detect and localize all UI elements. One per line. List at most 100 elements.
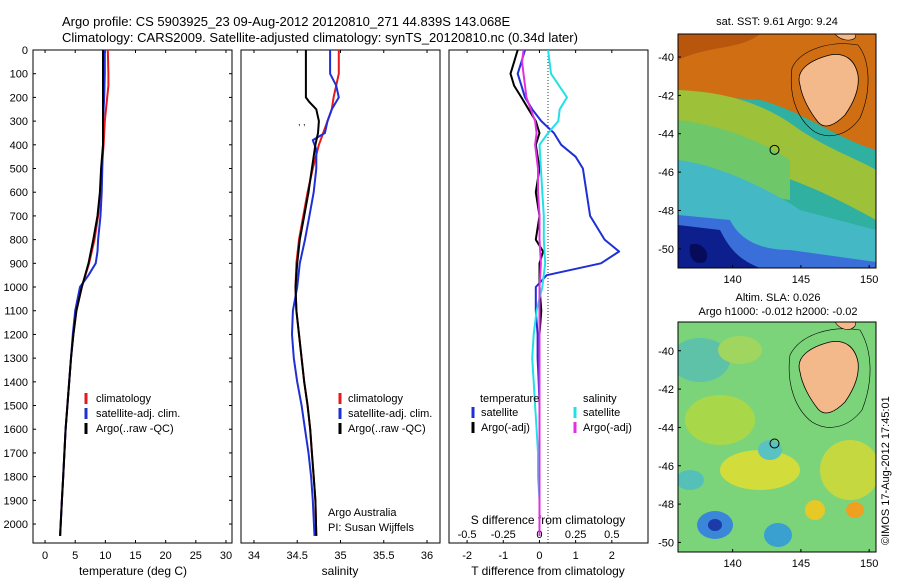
depth-tick-label: 100 <box>10 69 28 81</box>
salinity-profile-panel: salinity 34 34.5 35 35.5 36 , , climatology … <box>240 49 441 578</box>
x-tick-label: -1 <box>498 550 508 562</box>
top-x-tick-label: -0.25 <box>491 529 516 541</box>
sst-map-title: sat. SST: 9.61 Argo: 9.24 <box>716 16 838 28</box>
lat-tick-label: -40 <box>658 346 674 358</box>
depth-tick-label: 900 <box>10 258 28 270</box>
top-x-tick-label: 0.25 <box>565 529 586 541</box>
depth-tick-label: 1800 <box>4 472 28 484</box>
lat-tick-label: -48 <box>658 499 674 511</box>
series-line-salinity-satellite <box>531 49 568 536</box>
x-tick-label: 30 <box>220 550 232 562</box>
lon-tick-label: 145 <box>792 558 810 570</box>
legend-label-sal-satellite: satellite <box>583 407 620 419</box>
lat-tick-label: -46 <box>658 461 674 473</box>
lat-tick-label: -42 <box>658 90 674 102</box>
depth-tick-label: 1100 <box>4 306 28 318</box>
salinity-legend: climatology satellite-adj. clim. Argo(..… <box>338 393 432 435</box>
x-tick-label: 2 <box>609 550 615 562</box>
depth-tick-label: 200 <box>10 92 28 104</box>
lon-tick-label: 140 <box>723 274 741 286</box>
legend-label-sal-argo: Argo(-adj) <box>583 422 632 434</box>
depth-tick-label: 1000 <box>4 282 28 294</box>
sla-map-frame <box>677 321 877 553</box>
depth-tick-label: 1400 <box>4 377 28 389</box>
depth-tick-label: 1300 <box>4 353 28 365</box>
depth-tick-label: 300 <box>10 116 28 128</box>
depth-tick-label: 1500 <box>4 401 28 413</box>
sst-map-panel: sat. SST: 9.61 Argo: 9.24 140 145 150 -40 -… <box>658 16 878 286</box>
depth-tick-label: 800 <box>10 235 28 247</box>
lat-tick-label: -42 <box>658 384 674 396</box>
sla-field <box>678 322 876 552</box>
x-tick-label: 15 <box>129 550 141 562</box>
annotation-argo-australia: Argo Australia <box>328 507 397 519</box>
lon-tick-label: 150 <box>860 558 878 570</box>
lat-tick-label: -40 <box>658 52 674 64</box>
depth-axis: 0 100 200 300 400 500 600 700 800 900 1000 1100 1200… <box>4 45 648 531</box>
plot-title-line2: Climatology: CARS2009. Satellite-adjuste… <box>62 30 578 45</box>
legend-heading-salinity: salinity <box>583 393 617 405</box>
legend-label-climatology: climatology <box>348 393 404 405</box>
diff-xlabel-top: S difference from climatology <box>471 513 626 527</box>
x-tick-label: 34.5 <box>287 550 308 562</box>
x-tick-label: 34 <box>248 550 260 562</box>
x-tick-label: 10 <box>99 550 111 562</box>
x-tick-label: 1 <box>573 550 579 562</box>
lon-tick-label: 150 <box>860 274 878 286</box>
lat-tick-label: -50 <box>658 244 674 256</box>
sst-latitude-axis: -40 -42 -44 -46 -48 -50 <box>658 52 681 256</box>
temperature-legend: climatology satellite-adj. clim. Argo(..… <box>84 393 180 435</box>
difference-legend: temperature satellite Argo(-adj) salinit… <box>471 393 632 434</box>
sla-longitude-axis: 140 145 150 <box>723 549 878 570</box>
series-line-argo-raw-qc- <box>294 50 320 536</box>
x-tick-label: 35 <box>334 550 346 562</box>
difference-axes-box <box>448 49 649 544</box>
sst-field <box>678 34 876 268</box>
diff-x-axis-bottom: -2 -1 0 1 2 <box>462 50 615 562</box>
sst-map-frame <box>677 33 877 269</box>
series-line-satellite-adj-clim- <box>291 50 340 536</box>
depth-tick-label: 400 <box>10 140 28 152</box>
lon-tick-label: 140 <box>723 558 741 570</box>
sla-map-panel: Altim. SLA: 0.026 Argo h1000: -0.012 h20… <box>658 292 878 570</box>
legend-label-temp-argo: Argo(-adj) <box>481 422 530 434</box>
lat-tick-label: -44 <box>658 422 674 434</box>
lat-tick-label: -48 <box>658 205 674 217</box>
sst-longitude-axis: 140 145 150 <box>723 265 878 286</box>
legend-label-argo: Argo(..raw -QC) <box>96 423 174 435</box>
depth-tick-label: 700 <box>10 211 28 223</box>
legend-label-climatology: climatology <box>96 393 152 405</box>
depth-tick-label: 500 <box>10 164 28 176</box>
depth-tick-label: 1200 <box>4 329 28 341</box>
lat-tick-label: -46 <box>658 167 674 179</box>
plot-title-line1: Argo profile: CS 5903925_23 09-Aug-2012 … <box>62 14 511 29</box>
difference-series <box>509 49 621 536</box>
sla-latitude-axis: -40 -42 -44 -46 -48 -50 <box>658 346 681 549</box>
x-tick-label: 35.5 <box>373 550 394 562</box>
salinity-axes-box <box>240 49 441 544</box>
temperature-series <box>59 49 110 536</box>
depth-tick-label: 1600 <box>4 424 28 436</box>
sla-map-subtitle: Argo h1000: -0.012 h2000: -0.02 <box>698 306 857 318</box>
x-tick-label: -2 <box>462 550 472 562</box>
stray-dots: , , <box>298 117 306 127</box>
legend-label-satellite: satellite-adj. clim. <box>96 408 180 420</box>
depth-tick-label: 600 <box>10 187 28 199</box>
temperature-profile-panel: temperature (deg C) 01002003004005006007… <box>4 45 648 578</box>
argo-float-marker <box>769 144 780 155</box>
x-tick-label: 5 <box>72 550 78 562</box>
argo-float-marker <box>769 438 780 449</box>
lat-tick-label: -50 <box>658 537 674 549</box>
temperature-x-axis: 0 5 10 15 20 25 30 <box>42 50 232 562</box>
x-tick-label: 25 <box>190 550 202 562</box>
legend-label-argo: Argo(..raw -QC) <box>348 423 426 435</box>
x-tick-label: 0 <box>536 550 542 562</box>
x-tick-label: 36 <box>421 550 433 562</box>
legend-label-temp-satellite: satellite <box>481 407 518 419</box>
lon-tick-label: 145 <box>792 274 810 286</box>
series-line-argo-raw-qc- <box>59 50 104 536</box>
sla-map-title: Altim. SLA: 0.026 <box>736 292 821 304</box>
annotation-pi: PI: Susan Wijffels <box>328 522 414 534</box>
series-line-salinity-argo-adj- <box>521 49 542 536</box>
legend-heading-temperature: temperature <box>480 393 539 405</box>
